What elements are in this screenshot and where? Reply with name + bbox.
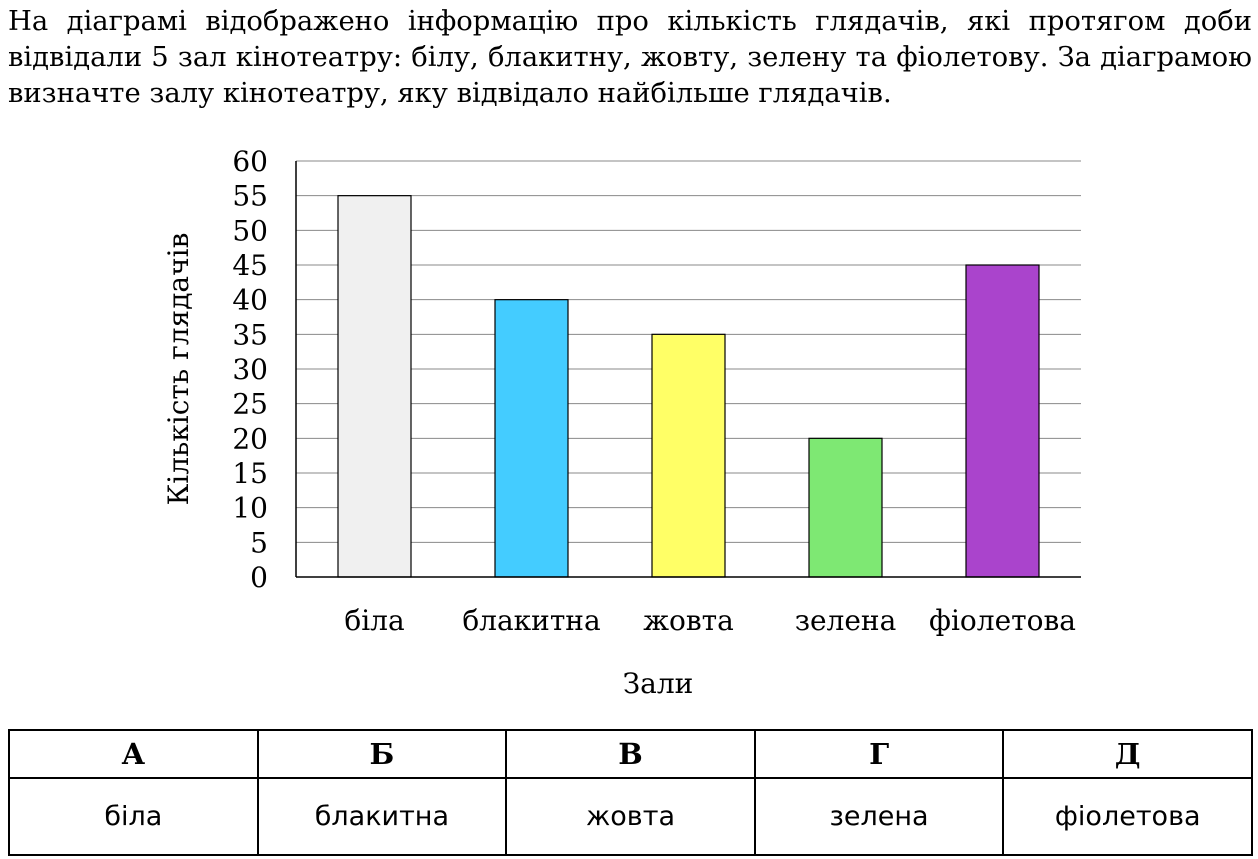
y-tick-label: 15 [232, 457, 268, 490]
bar-2 [651, 333, 726, 578]
answer-option[interactable]: фіолетова [1002, 777, 1253, 856]
bar-1 [494, 299, 569, 578]
question-text: На діаграмі відображено інформацію про к… [8, 6, 1252, 109]
bar-0 [337, 195, 412, 578]
y-tick-label: 55 [232, 180, 268, 213]
y-tick-label: 60 [232, 145, 268, 178]
y-tick-label: 35 [232, 318, 268, 351]
y-tick-label: 20 [232, 422, 268, 455]
bar-3 [808, 437, 883, 578]
y-axis-label: Кількість глядачів [162, 233, 195, 506]
y-tick-label: 30 [232, 353, 268, 386]
answer-letter[interactable]: Б [256, 729, 508, 779]
answer-option[interactable]: зелена [753, 777, 1005, 856]
y-tick-label: 25 [232, 388, 268, 421]
y-tick-label: 45 [232, 249, 268, 282]
answer-letter[interactable]: Д [1002, 729, 1253, 779]
answer-options-row: біла блакитна жовта зелена фіолетова [8, 777, 1253, 856]
y-tick-label: 5 [250, 526, 268, 559]
x-tick-labels: біла блакитна жовта зелена фіолетова [344, 604, 1076, 637]
answer-option[interactable]: блакитна [256, 777, 508, 856]
answer-option[interactable]: жовта [505, 777, 756, 856]
y-tick-label: 40 [232, 284, 268, 317]
x-tick-label: блакитна [462, 604, 600, 637]
x-tick-label: жовта [643, 604, 734, 637]
y-tick-label: 10 [232, 492, 268, 525]
y-tick-label: 0 [250, 561, 268, 594]
bar-4 [965, 264, 1040, 578]
x-tick-label: біла [344, 604, 404, 637]
x-axis-label: Зали [623, 667, 694, 700]
answer-letter[interactable]: А [8, 729, 259, 779]
answer-table: А Б В Г Д біла блакитна жовта зелена фіо… [8, 729, 1253, 856]
x-tick-label: фіолетова [929, 604, 1076, 637]
bars [337, 195, 1040, 578]
answer-letters-row: А Б В Г Д [8, 729, 1253, 779]
answer-option[interactable]: біла [8, 777, 259, 856]
x-tick-label: зелена [795, 604, 897, 637]
answer-letter[interactable]: Г [753, 729, 1005, 779]
answer-letter[interactable]: В [505, 729, 756, 779]
y-tick-label: 50 [232, 214, 268, 247]
